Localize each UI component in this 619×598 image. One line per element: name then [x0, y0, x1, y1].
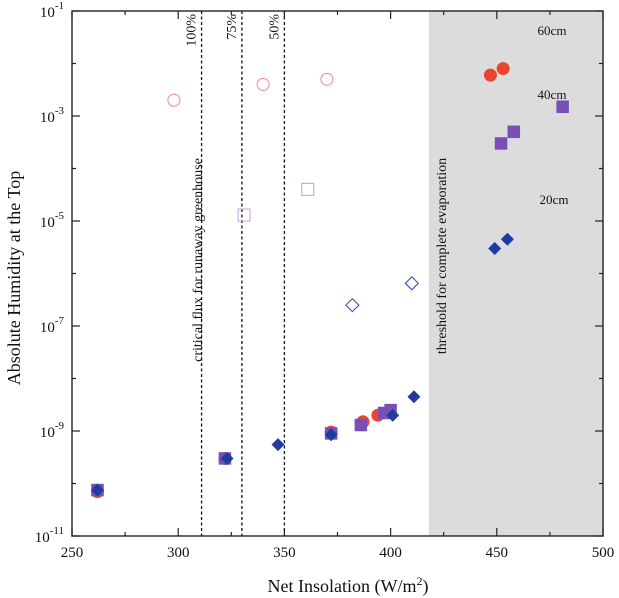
critical-flux-annotation: critical flux for runaway greenhouse — [191, 158, 206, 362]
line-label-1: 75% — [225, 14, 240, 40]
shaded-region — [428, 11, 603, 536]
open-point-circle-0 — [167, 93, 181, 107]
point-square-6 — [494, 137, 508, 150]
point-diamond-1 — [220, 451, 234, 465]
open-point-square-0 — [237, 208, 251, 222]
x-tick-label-1: 300 — [167, 545, 190, 561]
point-diamond-2 — [271, 438, 285, 452]
point-square-7 — [507, 125, 521, 139]
open-point-circle-2 — [320, 72, 334, 86]
x-axis-label: Net Insolation (W/m2) — [268, 574, 429, 597]
x-tick-label-2: 350 — [273, 545, 296, 561]
open-point-circle-1 — [256, 77, 270, 91]
threshold-annotation: threshold for complete evaporation — [435, 158, 450, 354]
x-tick-label-3: 400 — [379, 545, 402, 561]
series-label-60cm: 60cm — [538, 23, 567, 38]
x-tick-label-0: 250 — [61, 545, 84, 561]
point-diamond-3 — [324, 428, 338, 442]
y-tick-label-0: 10-11 — [35, 525, 64, 546]
point-circle-5 — [483, 68, 497, 82]
point-square-3 — [354, 418, 368, 432]
y-tick-label-5: 10-1 — [40, 0, 64, 21]
y-tick-label-3: 10-5 — [40, 210, 65, 231]
y-axis-label: Absolute Humidity at the Top — [4, 171, 24, 385]
line-label-2: 50% — [267, 14, 282, 40]
point-square-8 — [556, 100, 569, 114]
x-tick-label-4: 450 — [486, 545, 509, 561]
y-tick-label-4: 10-3 — [40, 105, 65, 126]
point-diamond-4 — [386, 408, 400, 422]
point-circle-6 — [496, 62, 510, 76]
series-label-40cm: 40cm — [538, 87, 567, 102]
series-label-20cm: 20cm — [540, 192, 569, 207]
open-point-square-1 — [301, 182, 315, 196]
open-point-diamond-1 — [404, 276, 420, 291]
point-diamond-6 — [488, 241, 502, 255]
point-diamond-7 — [500, 232, 514, 246]
y-tick-label-2: 10-7 — [40, 315, 65, 336]
point-diamond-0 — [90, 483, 104, 497]
line-label-0: 100% — [185, 14, 200, 47]
y-tick-label-1: 10-9 — [40, 420, 65, 441]
point-diamond-5 — [407, 390, 421, 404]
x-tick-label-5: 500 — [592, 545, 615, 561]
open-point-diamond-0 — [345, 297, 360, 313]
